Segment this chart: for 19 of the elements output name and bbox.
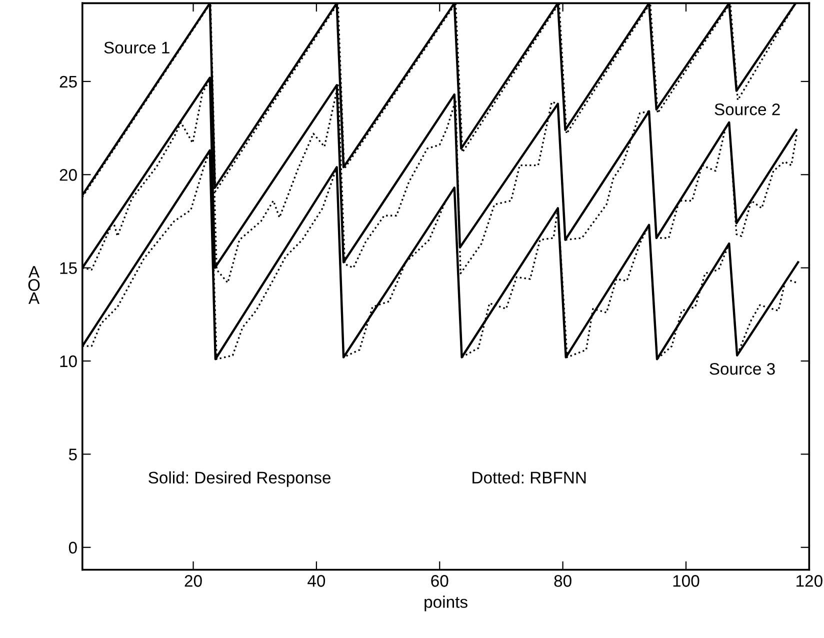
x-tick-label: 100: [673, 575, 700, 587]
x-tick-label: 60: [431, 575, 448, 587]
y-tick-label: 20: [60, 169, 77, 181]
y-tick-label: 15: [60, 262, 77, 274]
y-tick-label: 0: [68, 542, 77, 554]
y-tick-label: 5: [68, 448, 77, 460]
y-tick-label: 25: [60, 76, 77, 88]
annotation: Source 2: [714, 104, 780, 116]
x-tick-label: 20: [184, 575, 202, 587]
annotation: Source 3: [710, 362, 775, 375]
x-axis-title: points: [424, 596, 468, 612]
x-tick-label: 80: [554, 575, 572, 587]
y-tick-label: 10: [60, 355, 77, 368]
annotation: Dotted: RBFNN: [472, 471, 586, 484]
x-tick-label: 120: [796, 575, 822, 587]
annotation: Source 1: [104, 42, 170, 54]
annotation: Solid: Desired Response: [148, 471, 330, 487]
y-axis-title: AOA: [28, 266, 40, 304]
x-tick-label: 40: [308, 575, 326, 587]
